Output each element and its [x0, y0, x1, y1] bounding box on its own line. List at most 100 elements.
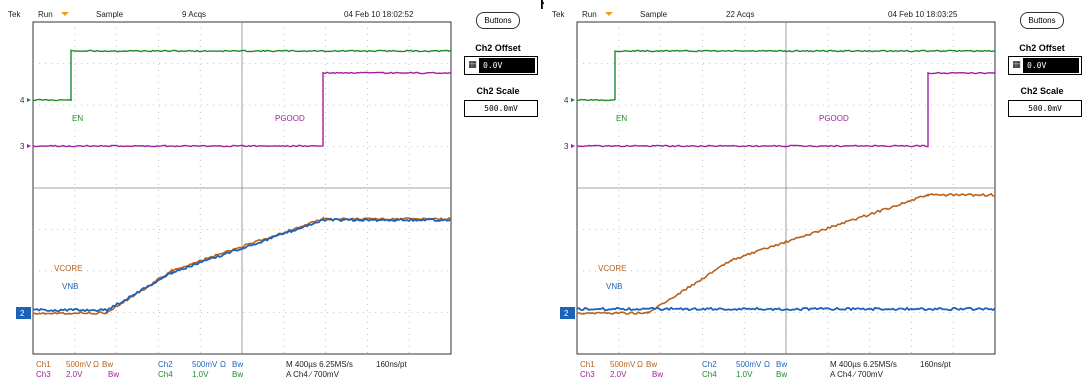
ch2-offset-value[interactable]: 0.0V [479, 58, 535, 73]
sample-rate: 160ns/pt [920, 360, 951, 369]
acquisition-count: 22 Acqs [726, 10, 755, 19]
ch2-scale-field[interactable]: 500.0mV [464, 100, 538, 117]
status-bar-bottom: Ch1 500mV Ω Bw Ch2 500mV Ω Bw M 400µs 6.… [544, 358, 1085, 388]
waveform-display-right: 4 3 2 EN PGOOD VCORE VNB [560, 12, 996, 355]
trace-ch1-vcore [576, 192, 996, 315]
trace-ch2-vnb [576, 306, 996, 312]
ch4-marker: 4 [564, 96, 569, 105]
ch2-offset-value[interactable]: 0.0V [1023, 58, 1079, 73]
ch4-marker-arrow-icon [27, 98, 31, 102]
ch2-scale-field[interactable]: 500.0mV [1008, 100, 1082, 117]
ch3-label: Ch3 [36, 370, 51, 379]
ch3-label: Ch3 [580, 370, 595, 379]
trace-ch2-vnb [32, 217, 452, 314]
label-en: EN [72, 114, 83, 123]
acquisition-mode: Sample [96, 10, 124, 19]
ch4-bw: Bw [776, 370, 788, 379]
ch2-bw: Bw [776, 360, 788, 369]
ch2-scale-title: Ch2 Scale [476, 86, 520, 96]
date-time: 04 Feb 10 18:02:52 [344, 10, 414, 19]
ch2-offset-field[interactable]: ▦ 0.0V [464, 56, 538, 75]
graticule-grid [32, 12, 452, 355]
label-vnb: VNB [62, 282, 78, 291]
ch1-bw: Bw [646, 360, 658, 369]
ch4-label: Ch4 [158, 370, 173, 379]
acquisition-count: 9 Acqs [182, 10, 207, 19]
ch3-marker-arrow-icon [571, 144, 575, 148]
timebase: M 400µs 6.25MS/s [286, 360, 353, 369]
ch4-marker-arrow-icon [571, 98, 575, 102]
ch2-offset-title: Ch2 Offset [475, 43, 521, 53]
ch4-bw: Bw [232, 370, 244, 379]
brand-label: Tek [8, 10, 21, 19]
sample-rate: 160ns/pt [376, 360, 407, 369]
trace-ch4-en [32, 49, 452, 102]
ch3-marker-arrow-icon [27, 144, 31, 148]
oscilloscope-screen-right: 4 3 2 EN PGOOD VCORE VNB Tek Run Sample 22 Acq… [544, 0, 1085, 387]
timebase: M 400µs 6.25MS/s [830, 360, 897, 369]
figure-caption: igure … dy up ( ) and (r ht) [0, 0, 1085, 11]
label-vnb: VNB [606, 282, 622, 291]
buttons-button[interactable]: Buttons [476, 12, 520, 29]
date-time: 04 Feb 10 18:03:25 [888, 10, 958, 19]
ch1-ohm: Ω [93, 360, 99, 369]
ch2-ohm: Ω [764, 360, 770, 369]
trigger-setting: A Ch4 ∕ 700mV [830, 370, 883, 379]
ch1-bw: Bw [102, 360, 114, 369]
ch1-scale: 500mV [66, 360, 92, 369]
trace-ch3-pgood [32, 71, 452, 148]
ch2-label: Ch2 [158, 360, 173, 369]
ch4-marker: 4 [20, 96, 25, 105]
label-pgood: PGOOD [819, 114, 849, 123]
trace-ch1-vcore [32, 216, 452, 315]
brand-label: Tek [552, 10, 565, 19]
label-en: EN [616, 114, 627, 123]
ch4-scale: 1.0V [192, 370, 209, 379]
buttons-button[interactable]: Buttons [1020, 12, 1064, 29]
ch2-label: Ch2 [702, 360, 717, 369]
trace-ch4-en [576, 49, 996, 102]
waveform-traces: 4 3 2 EN PGOOD VCORE VNB [560, 49, 996, 319]
ch1-label: Ch1 [36, 360, 51, 369]
ch3-scale: 2.0V [610, 370, 627, 379]
ch2-marker: 2 [20, 309, 25, 318]
trace-ch3-pgood [576, 71, 996, 148]
ch1-ohm: Ω [637, 360, 643, 369]
ch3-marker: 3 [20, 142, 25, 151]
graticule-grid [576, 12, 996, 355]
ch2-marker-arrow-icon [27, 311, 31, 315]
run-status: Run [38, 10, 53, 19]
label-vcore: VCORE [598, 264, 626, 273]
ch3-bw: Bw [108, 370, 120, 379]
ch4-scale: 1.0V [736, 370, 753, 379]
label-vcore: VCORE [54, 264, 82, 273]
run-status: Run [582, 10, 597, 19]
status-bar-bottom: Ch1 500mV Ω Bw Ch2 500mV Ω Bw M 400µs 6.… [0, 358, 541, 388]
ch4-label: Ch4 [702, 370, 717, 379]
ch3-bw: Bw [652, 370, 664, 379]
grid-keypad-icon[interactable]: ▦ [1012, 60, 1021, 70]
ch1-scale: 500mV [610, 360, 636, 369]
ch3-scale: 2.0V [66, 370, 83, 379]
ch2-scale: 500mV [736, 360, 762, 369]
trigger-position-icon [61, 12, 69, 16]
ch2-offset-title: Ch2 Offset [1019, 43, 1065, 53]
acquisition-mode: Sample [640, 10, 668, 19]
ch2-offset-field[interactable]: ▦ 0.0V [1008, 56, 1082, 75]
ch2-marker-bg [560, 307, 575, 319]
label-pgood: PGOOD [275, 114, 305, 123]
grid-keypad-icon[interactable]: ▦ [468, 60, 477, 70]
ch2-marker-bg [16, 307, 31, 319]
trigger-position-icon [605, 12, 613, 16]
oscilloscope-screen-left: 4 3 2 EN PGOOD VCORE VNB Tek Run Sample 9 Acqs… [0, 0, 541, 387]
waveform-traces: 4 3 2 EN PGOOD VCORE VNB [16, 49, 452, 319]
ch2-ohm: Ω [220, 360, 226, 369]
waveform-display-left: 4 3 2 EN PGOOD VCORE VNB [16, 12, 452, 355]
ch2-scale-title: Ch2 Scale [1020, 86, 1064, 96]
ch2-scale: 500mV [192, 360, 218, 369]
ch1-label: Ch1 [580, 360, 595, 369]
ch2-marker: 2 [564, 309, 569, 318]
ch2-bw: Bw [232, 360, 244, 369]
ch2-marker-arrow-icon [571, 311, 575, 315]
ch3-marker: 3 [564, 142, 569, 151]
